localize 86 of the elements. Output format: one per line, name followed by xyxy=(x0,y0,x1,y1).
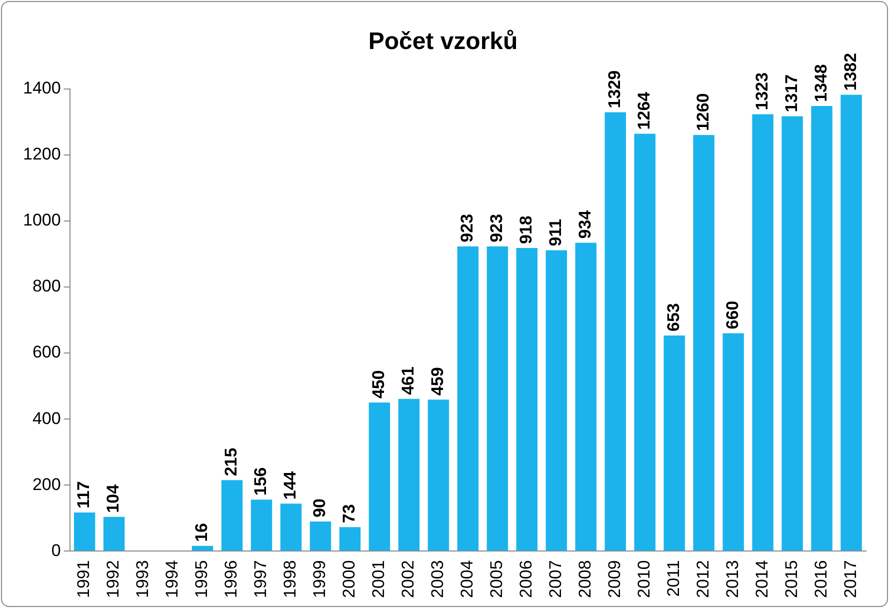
data-label: 156 xyxy=(251,467,270,496)
data-label: 450 xyxy=(369,370,388,399)
y-tick-label: 0 xyxy=(51,540,61,560)
bar xyxy=(575,242,596,551)
bar xyxy=(722,333,744,551)
bar xyxy=(840,94,862,551)
y-tick-label: 400 xyxy=(32,408,61,428)
x-tick-label: 2006 xyxy=(516,560,536,598)
data-label: 215 xyxy=(222,448,241,476)
bar xyxy=(250,500,272,551)
x-tick-label: 2001 xyxy=(369,560,388,598)
x-tick-label: 1999 xyxy=(310,560,330,598)
x-tick-label: 2004 xyxy=(458,560,477,598)
x-tick-label: 2005 xyxy=(487,560,506,598)
bar xyxy=(782,116,803,551)
bar xyxy=(221,480,243,551)
x-tick-label: 1994 xyxy=(162,560,182,598)
data-label: 1264 xyxy=(634,91,654,130)
data-label: 1382 xyxy=(840,52,860,91)
bar xyxy=(368,402,390,551)
x-tick-label: 1998 xyxy=(280,560,300,598)
x-tick-label: 2003 xyxy=(428,560,448,598)
bar xyxy=(398,398,420,551)
data-label: 1348 xyxy=(811,64,830,102)
y-tick-label: 1400 xyxy=(22,78,61,98)
data-label: 1323 xyxy=(752,72,772,110)
x-tick-label: 2017 xyxy=(840,560,860,598)
x-tick-label: 1996 xyxy=(222,560,241,598)
y-tick-label: 800 xyxy=(32,276,61,296)
data-label: 923 xyxy=(487,214,506,242)
x-tick-label: 1991 xyxy=(74,560,94,598)
x-tick-label: 1992 xyxy=(104,560,123,598)
bar xyxy=(280,504,302,551)
x-tick-label: 2014 xyxy=(752,560,772,598)
data-label: 461 xyxy=(398,366,418,395)
bar xyxy=(310,521,332,551)
data-label: 653 xyxy=(664,303,684,332)
x-tick-label: 1995 xyxy=(192,560,212,598)
data-label: 1317 xyxy=(782,74,801,112)
bar xyxy=(74,512,96,551)
data-label: 911 xyxy=(546,218,566,246)
bar xyxy=(486,246,508,551)
data-label: 459 xyxy=(428,367,448,396)
x-tick-label: 2009 xyxy=(605,560,624,598)
x-tick-label: 2008 xyxy=(576,560,595,598)
bar xyxy=(604,112,626,551)
data-label: 923 xyxy=(458,214,477,242)
x-tick-label: 1993 xyxy=(133,560,152,598)
x-tick-label: 2002 xyxy=(398,560,418,598)
bar xyxy=(664,336,685,551)
data-label: 117 xyxy=(74,481,94,509)
x-tick-label: 1997 xyxy=(251,560,270,598)
x-tick-label: 2010 xyxy=(634,560,654,598)
y-tick-label: 200 xyxy=(32,474,61,494)
y-tick-label: 1200 xyxy=(22,144,61,164)
data-label: 16 xyxy=(192,522,212,542)
bar xyxy=(103,516,125,551)
data-label: 934 xyxy=(576,210,595,239)
data-label: 1329 xyxy=(605,70,624,108)
data-label: 90 xyxy=(310,498,330,518)
x-tick-label: 2011 xyxy=(664,560,684,597)
chart-title: Počet vzorků xyxy=(368,28,518,56)
data-label: 1260 xyxy=(694,93,712,132)
x-tick-label: 2000 xyxy=(340,560,359,598)
data-label: 918 xyxy=(516,216,536,244)
bar xyxy=(634,134,656,551)
y-tick-label: 600 xyxy=(32,342,61,362)
x-tick-label: 2015 xyxy=(782,560,801,598)
bar xyxy=(546,250,567,551)
data-label: 660 xyxy=(722,300,742,330)
data-label: 73 xyxy=(340,504,359,524)
bar xyxy=(693,135,714,551)
bar xyxy=(339,527,361,551)
bar xyxy=(192,546,214,551)
x-tick-label: 2013 xyxy=(722,560,742,598)
x-tick-label: 2012 xyxy=(694,560,712,598)
y-tick-label: 1000 xyxy=(22,210,61,230)
data-label: 144 xyxy=(280,470,300,500)
bar xyxy=(428,400,450,551)
x-tick-label: 2016 xyxy=(811,560,830,598)
x-tick-label: 2007 xyxy=(546,560,566,598)
bar xyxy=(811,106,832,551)
bar xyxy=(752,114,774,551)
bar xyxy=(457,246,479,551)
bar xyxy=(516,248,538,551)
data-label: 104 xyxy=(104,484,123,513)
